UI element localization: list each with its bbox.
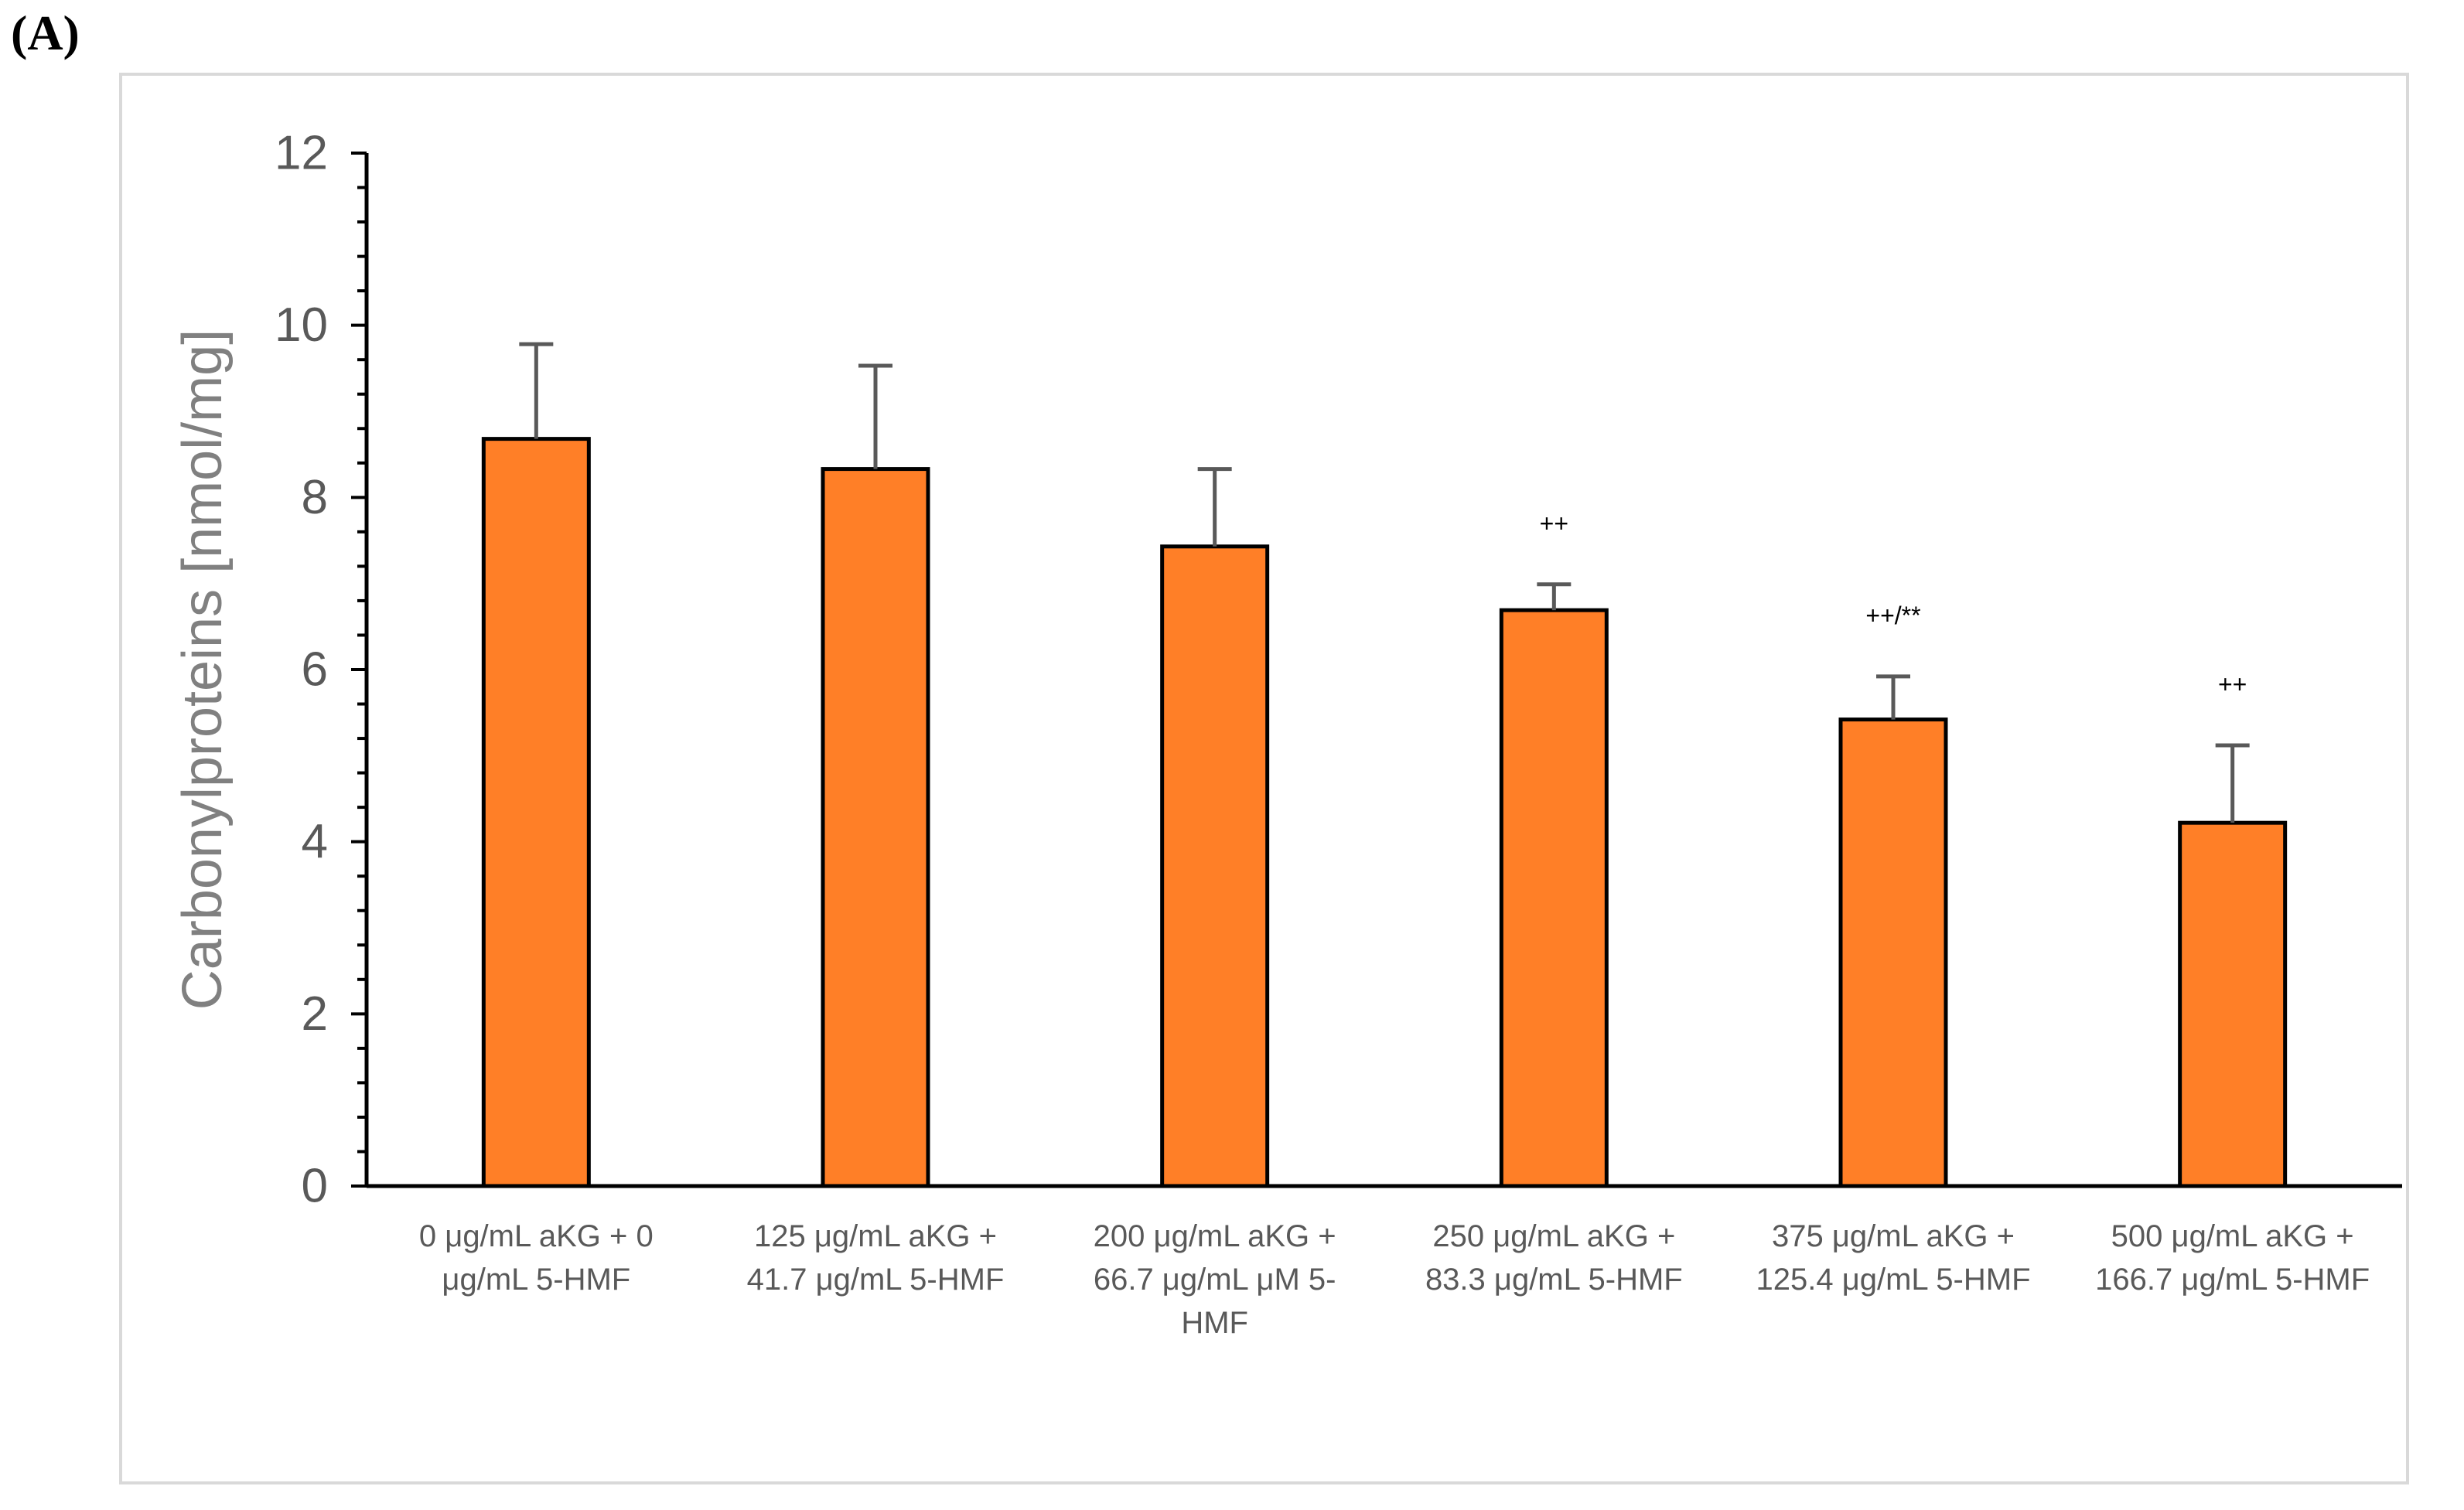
y-axis-title: Carbonylproteins [nmol/mg] xyxy=(172,329,234,1010)
x-tick-label: 375 μg/mL aKG + 125.4 μg/mL 5-HMF xyxy=(1756,1219,2030,1297)
significance-label: ++ xyxy=(1540,510,1568,537)
bar xyxy=(1838,718,1948,1188)
y-tick-label: 4 xyxy=(302,815,328,868)
x-tick-label-line: 0 μg/mL aKG + 0 xyxy=(419,1219,654,1253)
x-tick-label-line: 200 μg/mL aKG + xyxy=(1094,1219,1336,1253)
bar xyxy=(1160,544,1270,1188)
x-tick-label: 200 μg/mL aKG + 66.7 μg/mL μM 5- HMF xyxy=(1094,1219,1336,1340)
bar xyxy=(1499,608,1609,1188)
x-tick-label: 250 μg/mL aKG + 83.3 μg/mL 5-HMF xyxy=(1425,1219,1683,1297)
y-tick-label: 12 xyxy=(275,127,328,180)
panel-label: (A) xyxy=(11,5,80,60)
bar xyxy=(821,467,930,1188)
x-tick-label-line: 166.7 μg/mL 5-HMF xyxy=(2095,1263,2370,1297)
x-tick-label-line: 125 μg/mL aKG + xyxy=(754,1219,997,1253)
x-tick-label-line: μg/mL 5-HMF xyxy=(442,1263,630,1297)
significance-label: ++ xyxy=(2218,670,2247,698)
y-tick-label: 2 xyxy=(302,987,328,1041)
x-tick-label-line: 250 μg/mL aKG + xyxy=(1432,1219,1675,1253)
x-tick-label-line: 125.4 μg/mL 5-HMF xyxy=(1756,1263,2030,1297)
y-tick-label: 6 xyxy=(302,643,328,697)
significance-label: ++/** xyxy=(1865,602,1920,629)
x-tick-label-line: 41.7 μg/mL 5-HMF xyxy=(747,1263,1005,1297)
bar xyxy=(481,437,591,1188)
y-tick-label: 10 xyxy=(275,298,328,352)
x-tick-label-line: 500 μg/mL aKG + xyxy=(2111,1219,2354,1253)
x-tick-label: 125 μg/mL aKG + 41.7 μg/mL 5-HMF xyxy=(747,1219,1005,1297)
x-tick-label-line: 375 μg/mL aKG + xyxy=(1772,1219,2015,1253)
y-tick-label: 0 xyxy=(302,1160,328,1213)
x-tick-label: 0 μg/mL aKG + 0 μg/mL 5-HMF xyxy=(419,1219,654,1297)
y-axis-tick-labels: 0 2 4 6 8 10 12 xyxy=(275,127,328,1213)
y-tick-label: 8 xyxy=(302,471,328,524)
x-tick-label-line: 83.3 μg/mL 5-HMF xyxy=(1425,1263,1683,1297)
error-bars xyxy=(519,342,2250,823)
x-tick-label-line: 66.7 μg/mL μM 5- xyxy=(1094,1263,1336,1297)
bar xyxy=(2178,820,2288,1188)
x-axis-tick-labels: 0 μg/mL aKG + 0 μg/mL 5-HMF 125 μg/mL aKG … xyxy=(419,1219,2370,1340)
x-tick-label: 500 μg/mL aKG + 166.7 μg/mL 5-HMF xyxy=(2095,1219,2370,1297)
significance-labels: ++ ++/** ++ xyxy=(1540,510,2247,698)
x-tick-label-line: HMF xyxy=(1181,1306,1248,1340)
bars xyxy=(481,437,2288,1188)
